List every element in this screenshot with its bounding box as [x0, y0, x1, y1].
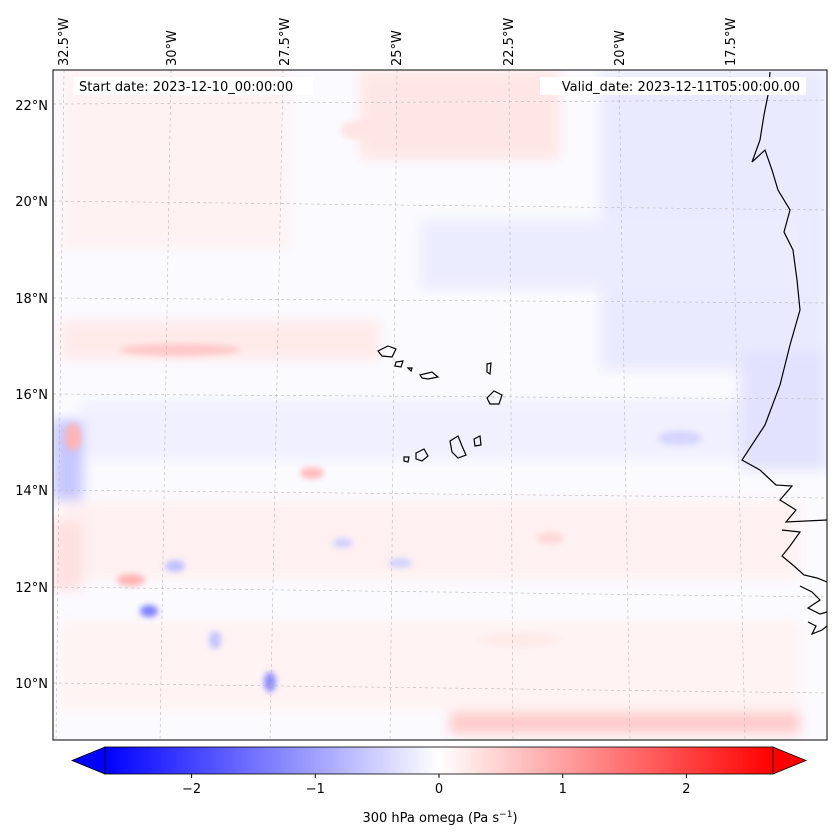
start-date-background — [73, 77, 313, 95]
colorbar-label-unit-power: −1 — [499, 810, 512, 820]
santo-antao-island — [377, 345, 397, 358]
lat-label: 12°N — [15, 581, 48, 596]
colorbar-extend-low — [70, 746, 106, 775]
colorbar-tick-label: 1 — [559, 782, 567, 797]
boa-vista-island — [486, 390, 503, 405]
colorbar-tick-label: 2 — [682, 782, 690, 797]
longitude-labels: 32.5°W 30°W 27.5°W 25°W 22.5°W 20°W 17.5… — [57, 18, 739, 66]
brava-island — [403, 456, 410, 463]
lon-label: 30°W — [165, 30, 180, 66]
lat-label: 16°N — [15, 388, 48, 403]
guinea-bissau-coastline — [799, 585, 827, 615]
colorbar-gradient — [104, 746, 774, 775]
latitude-labels: 22°N 20°N 18°N 16°N 14°N 12°N 10°N — [15, 99, 48, 692]
lat-label: 20°N — [15, 195, 48, 210]
coastlines — [741, 71, 827, 636]
santiago-island — [449, 435, 467, 459]
valid-date-label: Valid_date: 2023-12-11T05:00:00.00 — [562, 80, 800, 95]
valid-date-background — [540, 77, 806, 95]
lon-label: 22.5°W — [502, 18, 517, 66]
sao-vicente-island — [394, 360, 404, 368]
sao-nicolau-island — [419, 371, 440, 380]
colorbar-ticks: −2 −1 0 1 2 — [182, 774, 691, 797]
start-date-label: Start date: 2023-12-10_00:00:00 — [79, 80, 293, 95]
colorbar-label-close: ) — [512, 811, 517, 826]
lat-label: 10°N — [15, 677, 48, 692]
lon-label: 17.5°W — [724, 18, 739, 66]
lon-label: 25°W — [390, 30, 405, 66]
lon-label: 20°W — [613, 30, 628, 66]
santa-luzia-island — [406, 367, 413, 373]
lon-label: 32.5°W — [57, 18, 72, 66]
omega-field — [53, 70, 827, 734]
fogo-island — [415, 448, 429, 462]
maio-island — [473, 435, 482, 447]
lon-label: 27.5°W — [278, 18, 293, 66]
lat-label: 14°N — [15, 484, 48, 499]
lat-label: 22°N — [15, 99, 48, 114]
west-africa-coastline — [741, 71, 827, 523]
colorbar-extend-high — [772, 746, 808, 775]
map-frame — [52, 69, 828, 741]
cape-verde-islands — [377, 345, 503, 463]
colorbar-label: 300 hPa omega (Pa s−1) — [362, 810, 517, 826]
sal-island — [486, 362, 492, 376]
colorbar-tick-label: −2 — [182, 782, 201, 797]
map-panel: Start date: 2023-12-10_00:00:00 Valid_da… — [52, 69, 828, 741]
colorbar-label-main: 300 hPa omega (Pa s — [362, 811, 499, 826]
colorbar-tick-label: −1 — [306, 782, 325, 797]
guinea-islands-coastline — [807, 621, 827, 636]
colorbar-tick-label: 0 — [435, 782, 443, 797]
lat-label: 18°N — [15, 292, 48, 307]
graticule — [53, 70, 827, 740]
senegambia-coastline — [781, 529, 827, 583]
colorbar: −2 −1 0 1 2 300 hPa omega (Pa s−1) — [70, 746, 808, 826]
